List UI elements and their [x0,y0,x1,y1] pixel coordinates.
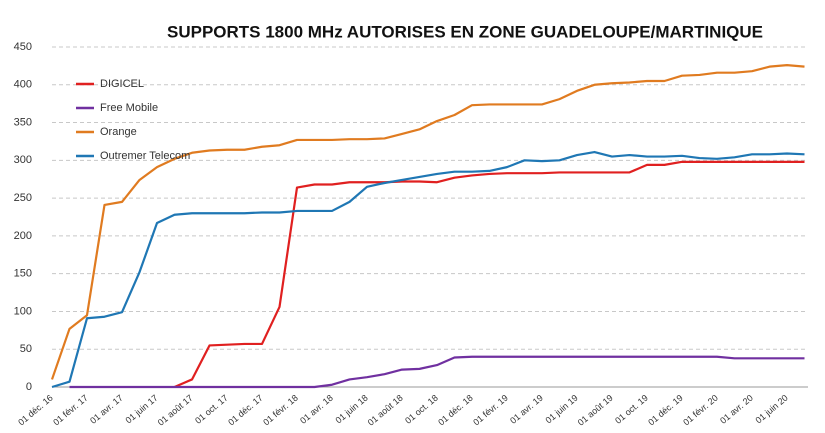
x-tick-label: 01 août 17 [156,393,195,428]
x-tick-label: 01 juin 20 [753,393,789,426]
x-tick-label: 01 août 19 [576,393,615,428]
x-tick-label: 01 déc. 19 [646,393,685,428]
x-tick-label: 01 oct. 17 [193,393,230,426]
x-tick-label: 01 avr. 18 [298,393,335,426]
x-tick-label: 01 févr. 17 [51,393,90,428]
x-tick-label: 01 oct. 19 [613,393,650,426]
y-tick-label: 400 [14,79,32,91]
legend-label: Free Mobile [100,102,158,114]
x-tick-label: 01 juin 18 [333,393,369,426]
chart-title: SUPPORTS 1800 MHz AUTORISES EN ZONE GUAD… [167,22,763,41]
y-tick-label: 350 [14,116,32,128]
x-tick-label: 01 févr. 18 [261,393,300,428]
x-tick-label: 01 avr. 17 [88,393,125,426]
x-tick-label: 01 avr. 20 [718,393,755,426]
x-tick-label: 01 avr. 19 [508,393,545,426]
y-tick-label: 0 [26,381,32,393]
series-line [51,150,805,389]
series-line [50,64,805,380]
x-tick-label: 01 juin 17 [123,393,159,426]
y-tick-label: 250 [14,192,32,204]
y-tick-label: 300 [14,154,32,166]
y-tick-label: 50 [20,343,32,355]
series-line [69,355,805,389]
series-line [174,160,805,389]
x-tick-label: 01 août 18 [366,393,405,428]
x-tick-label: 01 déc. 17 [226,393,265,428]
x-tick-label: 01 févr. 19 [471,393,510,428]
y-tick-label: 150 [14,268,32,280]
legend-label: Outremer Telecom [100,150,190,162]
legend-label: Orange [100,126,137,138]
y-tick-label: 200 [14,230,32,242]
legend-label: DIGICEL [100,78,144,90]
x-tick-label: 01 juin 19 [543,393,579,426]
x-tick-label: 01 oct. 18 [403,393,440,426]
x-tick-label: 01 déc. 18 [436,393,475,428]
x-tick-label: 01 déc. 16 [16,393,55,428]
y-tick-label: 450 [14,41,32,53]
y-tick-label: 100 [14,305,32,317]
x-tick-label: 01 févr. 20 [681,393,720,428]
